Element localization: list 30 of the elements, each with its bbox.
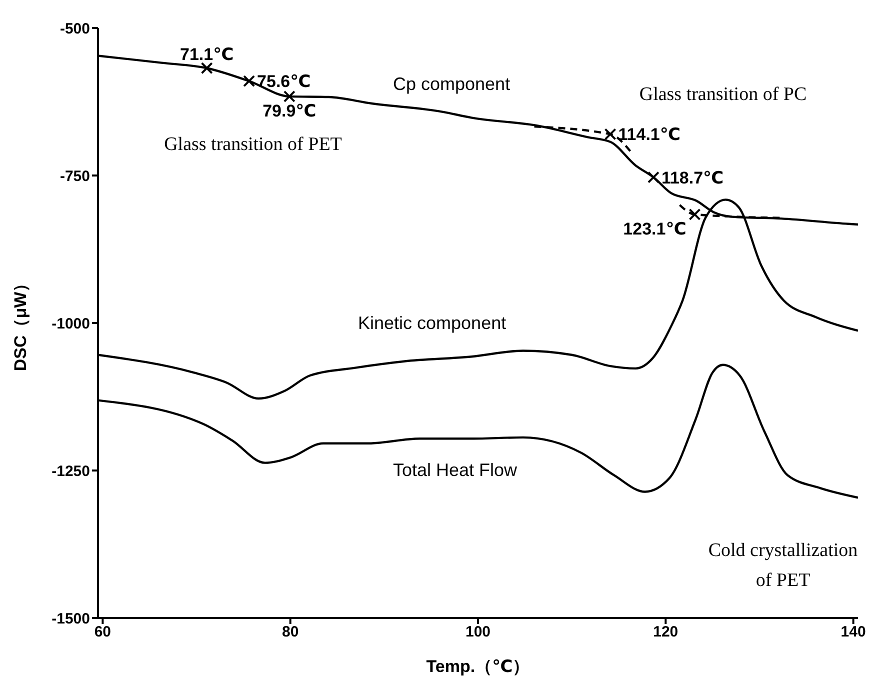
y-tick-label: -750: [60, 168, 90, 185]
annotation: Glass transition of PC: [638, 83, 808, 107]
point: [283, 90, 296, 102]
annotation: 123.1℃: [623, 220, 686, 239]
x-axis-title: Temp.（℃）: [426, 657, 530, 676]
point: [200, 62, 213, 74]
series-label: Kinetic component: [358, 313, 506, 334]
x-tick-label: 60: [94, 624, 112, 641]
annotation: Glass transition of PET: [163, 133, 343, 157]
point: [604, 128, 616, 140]
x-tick-label: 120: [653, 624, 678, 641]
x-tick-label: 100: [465, 624, 491, 641]
y-tick-label: -1000: [52, 315, 90, 332]
x-tick-label: 80: [282, 624, 299, 641]
y-tick-label: -500: [60, 20, 90, 38]
series-label: Total Heat Flow: [393, 460, 518, 481]
series-label: Cp component: [393, 74, 510, 95]
y-tick-label: -1250: [52, 462, 90, 480]
annotation: 71.1℃: [180, 45, 234, 64]
annotation: 75.6℃: [257, 72, 311, 92]
annotation: 114.1℃: [618, 125, 680, 144]
point: [647, 171, 660, 184]
y-tick-label: -1500: [52, 610, 90, 628]
x-tick-label: 140: [840, 624, 866, 641]
point: [243, 75, 256, 88]
point: [688, 208, 701, 220]
annotation: Cold crystallization of PET: [708, 539, 858, 593]
annotation: 118.7℃: [661, 168, 724, 188]
annotation: 79.9℃: [262, 102, 316, 121]
y-axis-title: DSC（μW）: [11, 274, 30, 372]
